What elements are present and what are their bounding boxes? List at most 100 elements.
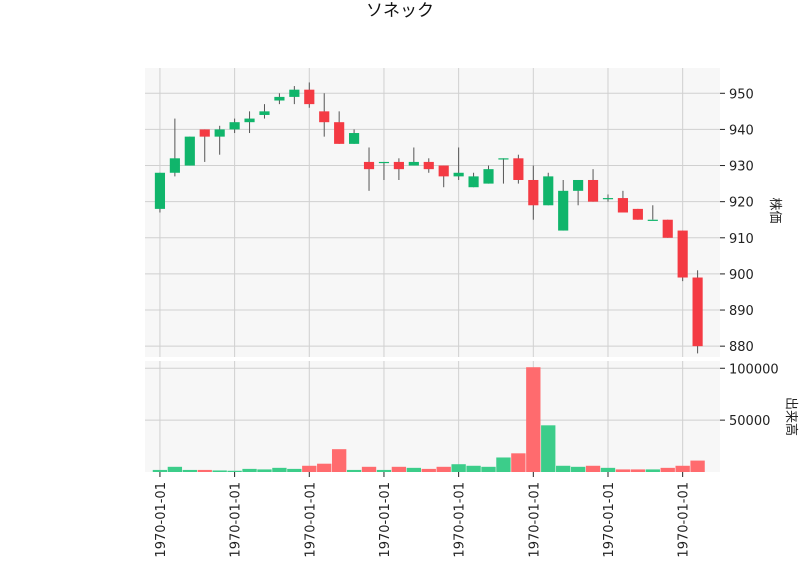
volume-bar (541, 425, 556, 472)
x-tick-label: 1970-01-01 (602, 482, 617, 558)
price-tick-label: 950 (729, 87, 754, 102)
volume-bar (511, 453, 526, 472)
price-tick-label: 940 (729, 123, 754, 138)
candle-body (483, 169, 494, 184)
candle-body (319, 111, 330, 123)
volume-bar (182, 469, 197, 472)
x-tick-label: 1970-01-01 (303, 482, 318, 558)
candle-body (453, 172, 464, 177)
volume-bar (690, 460, 705, 472)
candle-body (334, 122, 345, 144)
candle-body (513, 158, 524, 180)
candle-body (259, 111, 270, 115)
volume-bar (272, 467, 287, 472)
volume-tick-label: 50000 (729, 414, 770, 429)
candle-body (632, 208, 643, 220)
candle-body (692, 277, 703, 347)
candle-body (498, 158, 509, 160)
volume-axis-label: 出来高 (783, 397, 799, 436)
price-tick-label: 930 (729, 160, 754, 175)
volume-bar (645, 469, 660, 472)
volume-bar (391, 466, 407, 472)
x-tick-label: 1970-01-01 (378, 482, 393, 558)
volume-bar (152, 469, 168, 472)
volume-bar (257, 469, 272, 472)
x-tick-label: 1970-01-01 (677, 482, 692, 558)
volume-bar (302, 465, 317, 472)
volume-bar (167, 466, 183, 472)
volume-bar (451, 464, 466, 472)
candle-body (229, 122, 240, 130)
candle-body (423, 161, 434, 170)
candle-body (304, 89, 315, 105)
volume-bar (421, 468, 436, 472)
volume-bar (585, 465, 601, 472)
volume-bar (436, 466, 451, 472)
candle-body (274, 96, 285, 101)
candle-body (408, 161, 419, 166)
candle-body (289, 89, 300, 97)
candle-body (363, 161, 375, 170)
volume-bar (496, 457, 511, 472)
x-tick-label: 1970-01-01 (527, 482, 542, 558)
price-tick-label: 910 (729, 232, 754, 247)
volume-bar (197, 469, 212, 472)
candle-body (184, 136, 195, 166)
candle-body (438, 165, 449, 177)
price-y-ticks: 880 890 900 910 920 930 940 950 (720, 87, 754, 355)
candle-body (214, 129, 225, 137)
volume-bar (242, 468, 257, 472)
x-tick-label: 1970-01-01 (453, 482, 468, 558)
candle-body (393, 161, 404, 170)
volume-bar (346, 469, 362, 472)
candle-body (602, 198, 614, 200)
candle-body (199, 129, 210, 137)
candle-body (573, 179, 584, 191)
candle-body (617, 198, 628, 213)
volume-y-ticks: 50000 100000 (720, 362, 779, 429)
candlestick-series (154, 82, 703, 354)
volume-bar (630, 469, 646, 472)
candle-body (349, 133, 360, 144)
volume-series (152, 367, 705, 472)
volume-bar (227, 470, 242, 472)
price-tick-label: 880 (729, 340, 754, 355)
volume-panel (145, 361, 720, 472)
volume-bar (615, 469, 631, 472)
volume-bar (526, 367, 541, 472)
price-tick-label: 920 (729, 196, 754, 211)
x-tick-label: 1970-01-01 (229, 482, 244, 558)
candle-body (662, 219, 673, 238)
volume-bar (600, 467, 616, 472)
price-tick-label: 890 (729, 304, 754, 319)
candle-body (543, 176, 554, 206)
price-axis-label: 株価 (767, 197, 782, 223)
x-ticks: 1970-01-01 1970-01-01 1970-01-01 1970-01-01… (154, 472, 692, 558)
candle-body (587, 179, 599, 202)
volume-bar (406, 467, 421, 472)
candle-body (528, 179, 539, 206)
x-tick-label: 1970-01-01 (154, 482, 169, 558)
candle-body (378, 161, 390, 164)
volume-bar (287, 468, 302, 472)
volume-tick-label: 100000 (729, 362, 779, 377)
volume-bar (466, 465, 481, 472)
chart-title: ソネック (366, 1, 434, 21)
candle-body (244, 118, 255, 123)
volume-bar (317, 463, 332, 472)
volume-bar (331, 449, 347, 472)
volume-bar (660, 467, 675, 472)
volume-bar (481, 466, 496, 472)
volume-bar (361, 466, 377, 472)
price-tick-label: 900 (729, 268, 754, 283)
volume-bar (212, 470, 227, 472)
volume-bar (376, 469, 392, 472)
candle-body (468, 176, 479, 188)
candle-body (677, 230, 688, 278)
candle-body (647, 219, 658, 221)
volume-bar (556, 465, 571, 472)
volume-bar (570, 466, 586, 472)
candle-body (169, 158, 180, 173)
volume-bar (675, 465, 690, 472)
